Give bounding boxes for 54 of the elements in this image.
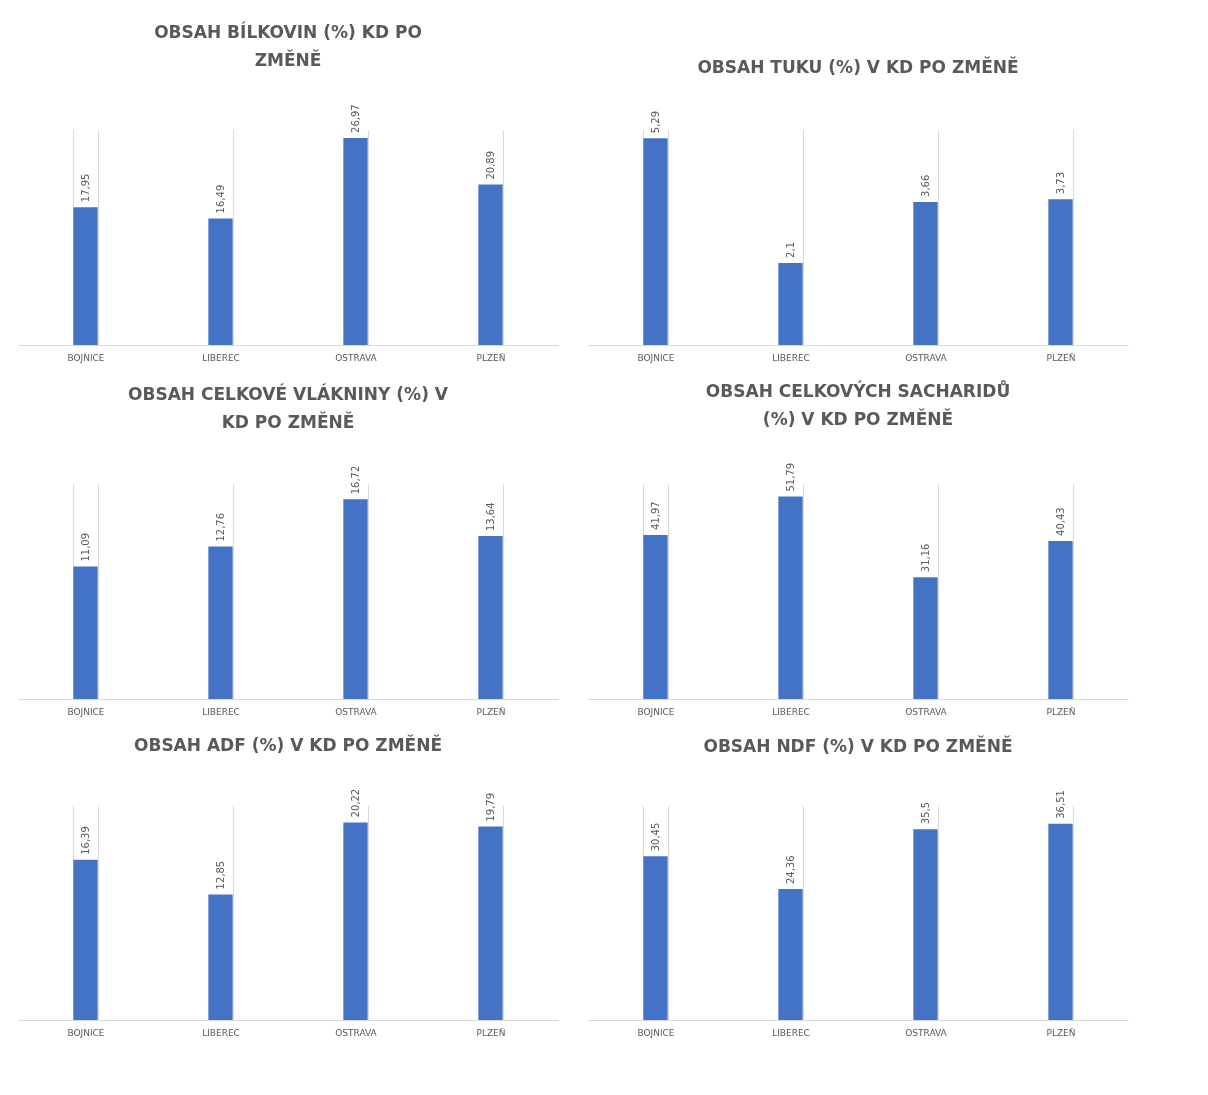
data-label: 41,97 — [649, 501, 661, 530]
x-tick-label: BOJNICE — [637, 706, 675, 717]
data-label: 20,22 — [349, 788, 361, 818]
x-tick-label: PLZEŇ — [1046, 1027, 1076, 1038]
data-label: 12,85 — [214, 860, 226, 890]
x-tick-label: PLZEŇ — [476, 352, 506, 363]
chart-title: OBSAH BÍLKOVIN (%) KD PO ZMĚNĚ — [154, 21, 422, 71]
x-tick-label: PLZEŇ — [1046, 706, 1076, 717]
x-tick-label: LIBEREC — [202, 352, 240, 363]
chart-title: OBSAH NDF (%) V KD PO ZMĚNĚ — [703, 735, 1013, 757]
x-tick-label: LIBEREC — [772, 352, 810, 363]
data-label: 13,64 — [484, 502, 496, 532]
chart-title: OBSAH CELKOVÉ VLÁKNINY (%) V KD PO ZMĚNĚ — [128, 382, 449, 432]
data-label: 3,73 — [1054, 171, 1066, 195]
data-label: 5,29 — [649, 110, 661, 134]
data-label: 16,39 — [79, 826, 91, 855]
chart-title: OBSAH TUKU (%) V KD PO ZMĚNĚ — [697, 55, 1019, 77]
x-tick-label: BOJNICE — [67, 352, 105, 363]
data-label: 40,43 — [1054, 507, 1066, 536]
x-tick-label: BOJNICE — [637, 1027, 675, 1038]
x-tick-label: LIBEREC — [772, 1027, 810, 1038]
x-tick-label: PLZEŇ — [476, 1027, 506, 1038]
x-tick-label: PLZEŇ — [476, 706, 506, 717]
x-tick-label: OSTRAVA — [905, 1027, 948, 1038]
data-label: 2,1 — [784, 242, 796, 258]
data-label: 12,76 — [214, 512, 226, 542]
data-label: 19,79 — [484, 792, 496, 822]
x-tick-label: OSTRAVA — [335, 352, 378, 363]
data-label: 51,79 — [784, 462, 796, 492]
data-label: 20,89 — [484, 150, 496, 180]
x-tick-label: LIBEREC — [202, 1027, 240, 1038]
x-tick-label: OSTRAVA — [335, 706, 378, 717]
data-label: 3,66 — [919, 174, 931, 197]
chart-title: OBSAH ADF (%) V KD PO ZMĚNĚ — [133, 733, 443, 755]
data-label: 26,97 — [349, 104, 361, 133]
x-tick-label: BOJNICE — [67, 1027, 105, 1038]
x-tick-label: LIBEREC — [772, 706, 810, 717]
data-label: 36,51 — [1054, 790, 1066, 819]
data-label: 35,5 — [919, 801, 931, 825]
data-label: 17,95 — [79, 173, 91, 203]
data-label: 24,36 — [784, 855, 796, 885]
chart-title: OBSAH CELKOVÝCH SACHARIDŮ (%) V KD PO ZMĚNĚ — [705, 378, 1011, 429]
x-tick-label: OSTRAVA — [905, 352, 948, 363]
x-tick-label: BOJNICE — [67, 706, 105, 717]
data-label: 11,09 — [79, 532, 91, 562]
data-label: 16,72 — [349, 465, 361, 495]
data-label: 16,49 — [214, 184, 226, 214]
x-tick-label: OSTRAVA — [905, 706, 948, 717]
x-tick-label: BOJNICE — [637, 352, 675, 363]
x-tick-label: PLZEŇ — [1046, 352, 1076, 363]
x-tick-label: OSTRAVA — [335, 1027, 378, 1038]
data-label: 31,16 — [919, 543, 931, 573]
x-tick-label: LIBEREC — [202, 706, 240, 717]
data-label: 30,45 — [649, 822, 661, 852]
